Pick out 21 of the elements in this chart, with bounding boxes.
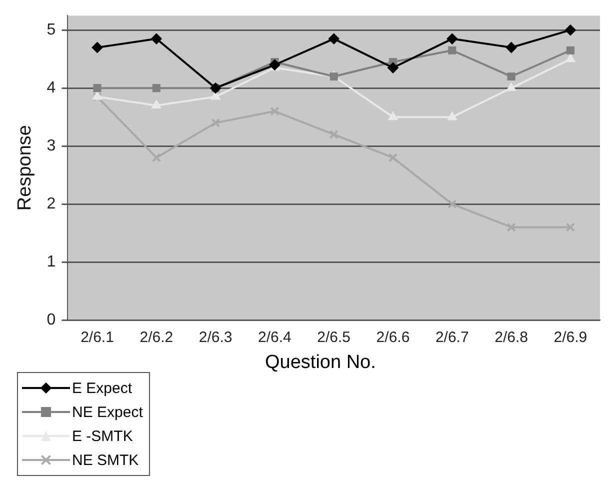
x-tick-label: 2/6.2 — [140, 329, 174, 346]
legend-label: E Expect — [72, 380, 132, 396]
y-tick-label: 5 — [46, 22, 56, 38]
x-tick-label: 2/6.5 — [317, 329, 351, 346]
x-tick-label: 2/6.8 — [494, 329, 528, 346]
legend-label: NE SMTK — [72, 452, 139, 468]
legend-label: E -SMTK — [72, 428, 133, 444]
x-axis-title: Question No. — [265, 352, 376, 374]
y-tick-label: 3 — [46, 137, 56, 154]
y-tick-label: 4 — [46, 79, 56, 96]
x-tick-label: 2/6.7 — [435, 329, 469, 346]
x-tick-label: 2/6.4 — [258, 329, 292, 346]
y-tick-label: 2 — [46, 195, 56, 212]
x-tick-label: 2/6.1 — [80, 329, 114, 346]
y-tick-label: 1 — [46, 253, 56, 270]
x-tick-label: 2/6.9 — [554, 329, 588, 346]
y-axis-title: Response — [14, 125, 36, 211]
x-tick-label: 2/6.3 — [198, 329, 232, 346]
y-tick-label: 0 — [46, 311, 56, 328]
x-tick-label: 2/6.6 — [376, 329, 410, 346]
legend-label: NE Expect — [72, 404, 143, 420]
